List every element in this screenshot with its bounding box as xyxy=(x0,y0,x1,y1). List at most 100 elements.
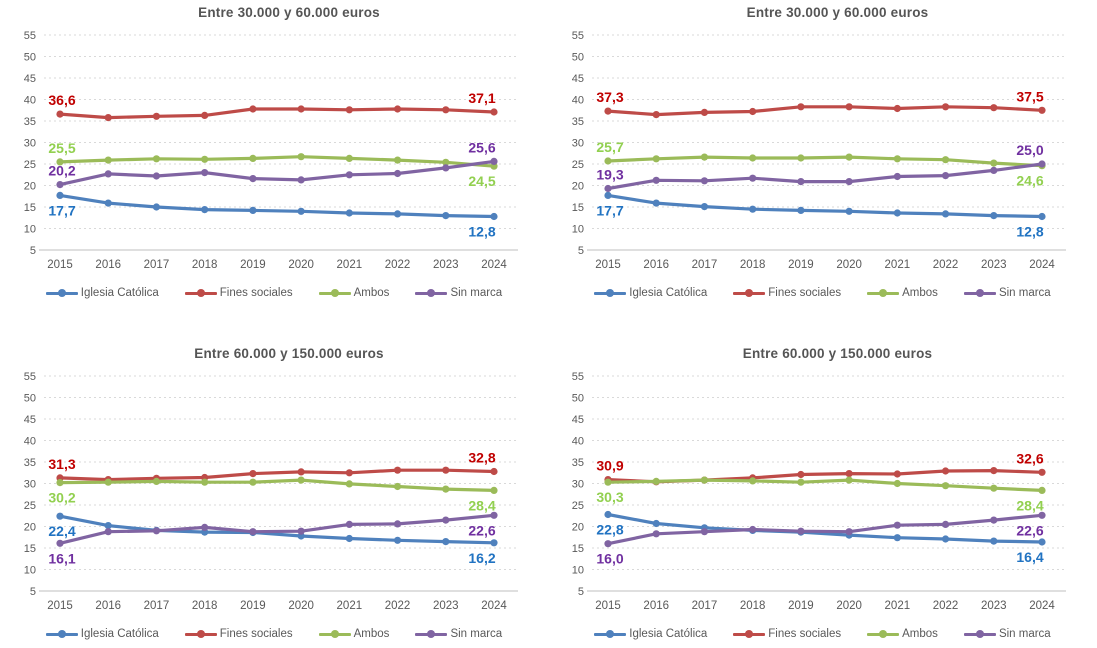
data-label-iglesia-cat-lica: 17,7 xyxy=(596,202,623,218)
line-chart: 5 10 15 20 25 30 35 40 45 50 55 2015 2016 2017 2018 201… xyxy=(572,371,1066,612)
series-marker-ambos xyxy=(297,476,305,484)
x-tick-label: 2021 xyxy=(885,600,911,612)
series-marker-sin-marca xyxy=(249,175,257,183)
y-tick-label: 10 xyxy=(24,565,36,577)
series-marker-fines-sociales xyxy=(700,108,709,116)
series-marker-iglesia-cat-lica xyxy=(700,203,709,211)
chart-panel-bottom-right: Entre 60.000 y 150.000 euros 5 10 15 20 25 30… xyxy=(548,324,1097,648)
data-label-iglesia-cat-lica: 12,8 xyxy=(468,224,495,240)
legend-label: Fines sociales xyxy=(768,287,842,299)
y-tick-label: 40 xyxy=(572,436,584,448)
series-marker-fines-sociales xyxy=(797,103,805,111)
series-marker-ambos xyxy=(797,478,805,486)
series-marker-sin-marca xyxy=(1038,160,1046,168)
y-tick-label: 35 xyxy=(572,457,584,469)
series-marker-ambos xyxy=(442,158,450,166)
series-marker-iglesia-cat-lica xyxy=(893,209,901,217)
series-marker-ambos xyxy=(749,154,757,162)
legend-label: Iglesia Católica xyxy=(629,628,708,640)
series-line-sin-marca xyxy=(58,159,496,187)
legend-line-marker-icon xyxy=(184,289,217,297)
series-marker-iglesia-cat-lica xyxy=(1038,538,1046,546)
x-tick-label: 2019 xyxy=(788,600,814,612)
series-marker-fines-sociales xyxy=(604,107,612,115)
series-marker-sin-marca xyxy=(700,177,709,185)
x-tick-label: 2019 xyxy=(788,259,814,271)
y-tick-label: 15 xyxy=(24,543,36,555)
series-marker-iglesia-cat-lica xyxy=(393,536,402,544)
legend-item-sin-marca: Sin marca xyxy=(963,287,1051,299)
x-tick-label: 2024 xyxy=(481,600,507,612)
series-marker-ambos xyxy=(604,478,612,486)
x-tick-label: 2016 xyxy=(95,259,121,271)
x-tick-label: 2015 xyxy=(595,600,621,612)
series-marker-iglesia-cat-lica xyxy=(845,207,853,215)
series-line-fines-sociales xyxy=(606,105,1044,117)
legend-line-marker-icon xyxy=(867,289,900,297)
y-tick-label: 20 xyxy=(572,181,584,193)
x-tick-label: 2015 xyxy=(47,259,73,271)
series-marker-sin-marca xyxy=(104,170,112,178)
legend-item-ambos: Ambos xyxy=(867,628,938,640)
series-marker-iglesia-cat-lica xyxy=(104,199,112,207)
y-tick-label: 5 xyxy=(30,586,36,598)
series-marker-sin-marca xyxy=(941,520,950,528)
series-marker-iglesia-cat-lica xyxy=(152,203,161,211)
series-marker-iglesia-cat-lica xyxy=(393,210,402,218)
data-label-ambos: 30,3 xyxy=(596,489,623,505)
series-marker-fines-sociales xyxy=(490,108,498,116)
x-tick-label: 2022 xyxy=(385,600,411,612)
series-marker-fines-sociales xyxy=(797,470,805,479)
y-tick-label: 5 xyxy=(578,586,584,598)
legend-item-fines-sociales: Fines sociales xyxy=(733,287,841,299)
data-label-iglesia-cat-lica: 22,8 xyxy=(596,522,623,538)
data-label-sin-marca: 25,0 xyxy=(1016,142,1043,158)
series-marker-fines-sociales xyxy=(490,467,498,476)
data-label-fines-sociales: 36,6 xyxy=(48,92,75,108)
y-tick-label: 45 xyxy=(24,73,36,85)
series-marker-sin-marca xyxy=(652,530,660,538)
y-tick-label: 20 xyxy=(24,522,36,534)
x-tick-label: 2020 xyxy=(288,259,314,271)
data-label-sin-marca: 16,0 xyxy=(596,551,623,567)
series-marker-iglesia-cat-lica xyxy=(941,210,950,218)
series-marker-sin-marca xyxy=(393,520,402,528)
series-marker-fines-sociales xyxy=(393,105,402,113)
x-tick-label: 2017 xyxy=(692,259,718,271)
data-label-iglesia-cat-lica: 16,2 xyxy=(468,550,495,566)
series-marker-ambos xyxy=(345,154,353,162)
legend-item-sin-marca: Sin marca xyxy=(963,628,1051,640)
series-marker-fines-sociales xyxy=(152,112,161,120)
series-marker-sin-marca xyxy=(56,181,64,189)
data-label-sin-marca: 25,6 xyxy=(468,139,495,155)
y-tick-label: 55 xyxy=(24,371,36,383)
series-marker-iglesia-cat-lica xyxy=(442,538,450,546)
data-label-fines-sociales: 31,3 xyxy=(48,456,75,472)
series-marker-sin-marca xyxy=(941,172,950,180)
x-tick-label: 2022 xyxy=(933,600,959,612)
series-marker-iglesia-cat-lica xyxy=(1038,212,1046,221)
series-marker-fines-sociales xyxy=(845,470,853,478)
series-marker-ambos xyxy=(490,486,498,494)
data-label-ambos: 30,2 xyxy=(48,490,75,506)
x-tick-label: 2018 xyxy=(192,600,218,612)
series-marker-iglesia-cat-lica xyxy=(604,510,612,519)
legend-line-marker-icon xyxy=(594,630,627,638)
series-marker-sin-marca xyxy=(104,528,112,536)
x-tick-label: 2024 xyxy=(1029,600,1055,612)
legend-label: Sin marca xyxy=(450,287,503,299)
series-marker-sin-marca xyxy=(442,516,450,524)
x-tick-label: 2019 xyxy=(240,600,266,612)
data-label-sin-marca: 16,1 xyxy=(48,550,75,566)
series-line-sin-marca xyxy=(606,162,1044,191)
legend-label: Iglesia Católica xyxy=(80,628,159,640)
x-tick-label: 2017 xyxy=(692,600,718,612)
series-line-iglesia-cat-lica xyxy=(606,193,1044,219)
y-tick-label: 25 xyxy=(572,159,584,171)
series-marker-ambos xyxy=(700,153,709,161)
legend-line-marker-icon xyxy=(867,630,900,638)
y-tick-label: 25 xyxy=(24,159,36,171)
y-tick-label: 50 xyxy=(24,52,36,64)
series-marker-ambos xyxy=(749,477,757,485)
y-tick-label: 10 xyxy=(24,224,36,236)
